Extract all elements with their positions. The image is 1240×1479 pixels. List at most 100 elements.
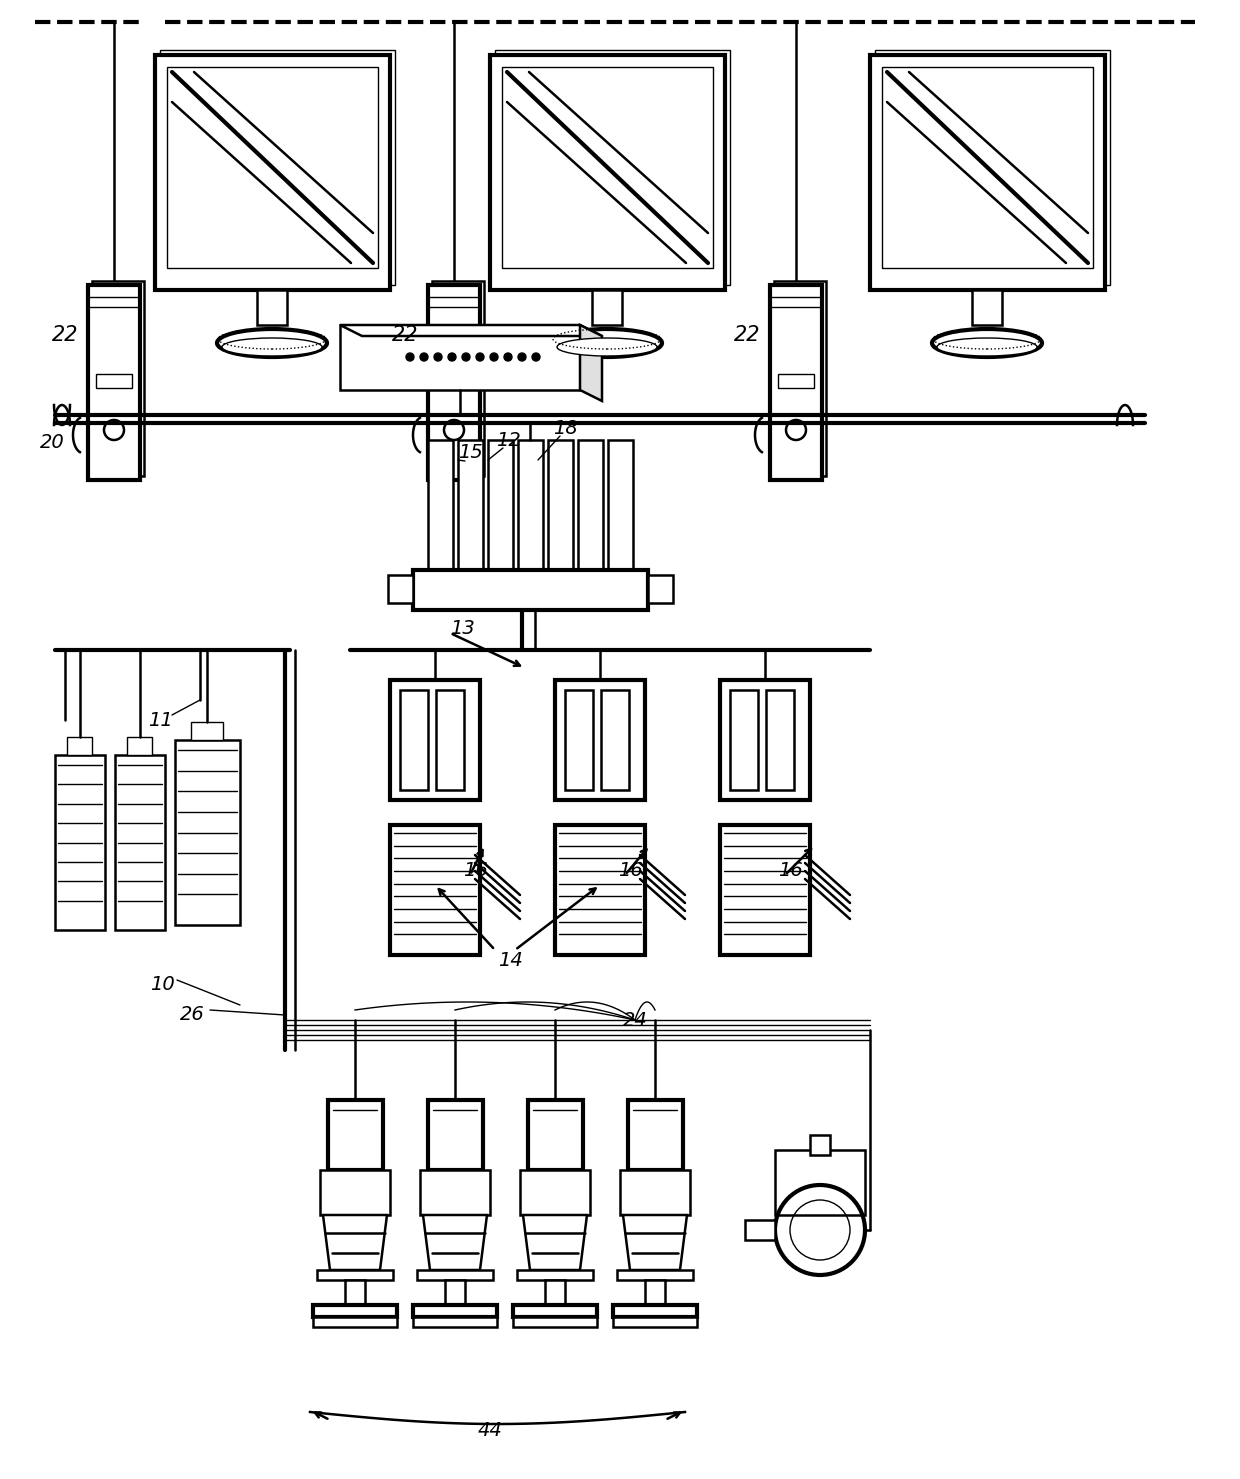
Bar	[391, 680, 480, 800]
Circle shape	[503, 353, 512, 361]
Bar	[627, 1100, 683, 1170]
Ellipse shape	[557, 339, 657, 356]
Bar	[618, 1270, 693, 1279]
Ellipse shape	[217, 328, 327, 356]
Bar	[591, 290, 622, 325]
Bar	[775, 1151, 866, 1216]
Bar	[391, 825, 480, 955]
Bar	[766, 691, 794, 790]
Bar	[428, 285, 480, 481]
Bar	[875, 50, 1110, 285]
Bar	[720, 825, 810, 955]
Text: 22: 22	[52, 325, 78, 345]
Polygon shape	[322, 1216, 387, 1270]
Bar	[601, 691, 629, 790]
Text: 26: 26	[180, 1006, 205, 1025]
Bar	[645, 1279, 665, 1304]
Bar	[95, 374, 131, 387]
Text: 14: 14	[497, 951, 522, 970]
Bar	[445, 1279, 465, 1304]
Bar	[115, 754, 165, 930]
Bar	[320, 1170, 391, 1216]
Bar	[428, 1100, 484, 1170]
Bar	[649, 575, 673, 603]
Bar	[175, 740, 241, 924]
Bar	[388, 575, 413, 603]
Polygon shape	[340, 325, 601, 336]
Circle shape	[434, 353, 441, 361]
Bar	[413, 1316, 497, 1327]
Bar	[88, 285, 140, 481]
Text: 16: 16	[463, 861, 487, 880]
Ellipse shape	[937, 339, 1037, 356]
Polygon shape	[622, 1216, 687, 1270]
Bar	[436, 691, 464, 790]
Circle shape	[476, 353, 484, 361]
Bar	[55, 754, 105, 930]
Bar	[870, 55, 1105, 290]
Bar	[417, 1270, 494, 1279]
Bar	[520, 1170, 590, 1216]
Bar	[777, 374, 813, 387]
Bar	[720, 680, 810, 800]
Bar	[490, 55, 725, 290]
Bar	[565, 691, 593, 790]
Text: 10: 10	[150, 976, 175, 994]
Bar	[518, 439, 543, 569]
Bar	[317, 1270, 393, 1279]
Polygon shape	[580, 325, 601, 401]
Bar	[556, 680, 645, 800]
Polygon shape	[423, 1216, 487, 1270]
Bar	[257, 290, 286, 325]
Bar	[502, 67, 713, 268]
Bar	[546, 1279, 565, 1304]
Bar	[730, 691, 758, 790]
Ellipse shape	[552, 328, 662, 356]
Circle shape	[448, 353, 456, 361]
Text: 11: 11	[148, 710, 172, 729]
Bar	[126, 737, 153, 754]
Bar	[67, 737, 92, 754]
Circle shape	[532, 353, 539, 361]
Bar	[428, 439, 453, 569]
Bar	[312, 1316, 397, 1327]
Bar	[770, 285, 822, 481]
Polygon shape	[523, 1216, 587, 1270]
Bar	[436, 374, 472, 387]
Bar	[420, 1170, 490, 1216]
Bar	[513, 1304, 596, 1316]
Text: 16: 16	[618, 861, 642, 880]
Bar	[155, 55, 391, 290]
Bar	[92, 281, 144, 476]
Bar	[413, 1304, 497, 1316]
Bar	[613, 1304, 697, 1316]
Text: 24: 24	[622, 1010, 647, 1029]
Bar	[578, 439, 603, 569]
Circle shape	[420, 353, 428, 361]
Bar	[556, 825, 645, 955]
Bar	[167, 67, 378, 268]
Bar	[774, 281, 826, 476]
Text: 18: 18	[553, 419, 578, 438]
Bar	[160, 50, 396, 285]
Bar	[495, 50, 730, 285]
Bar	[745, 1220, 775, 1239]
Bar	[528, 1100, 583, 1170]
Ellipse shape	[222, 339, 322, 356]
Bar	[620, 1170, 689, 1216]
Text: 13: 13	[450, 618, 475, 637]
Bar	[458, 439, 484, 569]
Bar	[329, 1100, 383, 1170]
Bar	[340, 325, 580, 390]
Circle shape	[405, 353, 414, 361]
Bar	[191, 722, 223, 740]
Circle shape	[463, 353, 470, 361]
Bar	[432, 281, 484, 476]
Ellipse shape	[932, 328, 1042, 356]
Text: 44: 44	[477, 1420, 502, 1439]
Text: 20: 20	[40, 433, 64, 453]
Text: 22: 22	[392, 325, 418, 345]
Bar	[489, 439, 513, 569]
Circle shape	[518, 353, 526, 361]
Bar	[972, 290, 1002, 325]
